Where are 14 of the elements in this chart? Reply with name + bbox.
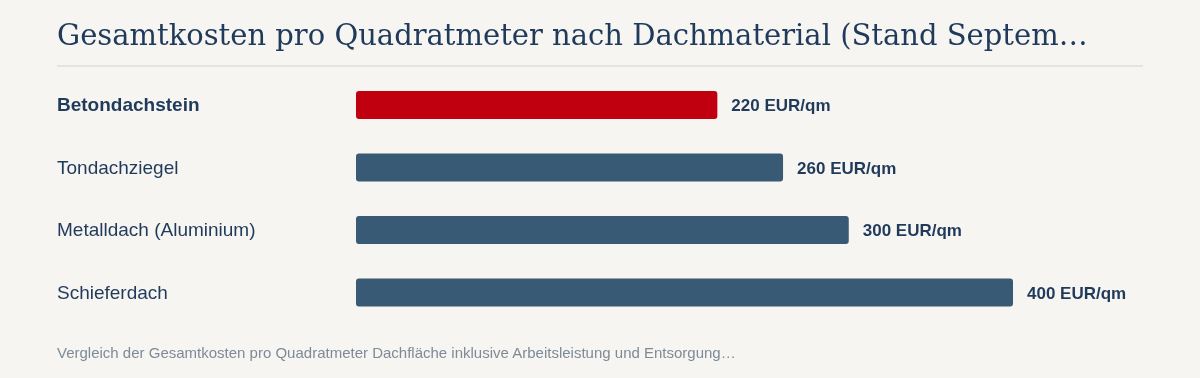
bar <box>356 216 849 244</box>
bar <box>356 91 718 119</box>
y-tick-label: Betondachstein <box>57 94 200 116</box>
bar <box>356 153 784 182</box>
text: Vergleich der Gesamtkosten pro Quadratmeter Dachfläche inklusive Arbeitsleistung und Entsorgung… <box>57 344 736 361</box>
data-label: 220 EUR/qm <box>731 96 831 115</box>
data-label: 260 EUR/qm <box>797 158 897 178</box>
data-label: 400 EUR/qm <box>1027 283 1127 303</box>
bar <box>356 278 1013 307</box>
y-tick-label: Metalldach (Aluminium) <box>57 219 256 241</box>
y-tick-label: Schieferdach <box>57 281 168 303</box>
y-tick-label: Tondachziegel <box>57 156 179 178</box>
chart-title: Gesamtkosten pro Quadratmeter nach Dachmaterial (Stand Septem… <box>57 18 1088 52</box>
data-label: 300 EUR/qm <box>862 221 962 240</box>
